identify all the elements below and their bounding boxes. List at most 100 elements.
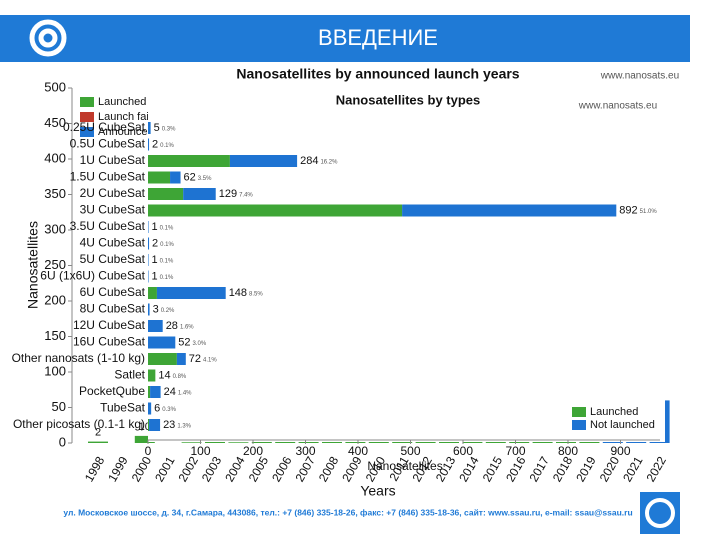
y-tick-label: 500 <box>44 79 66 94</box>
y-tick-label: 200 <box>44 292 66 307</box>
x-tick-label: 2021 <box>620 454 646 484</box>
share-label: 16.2% <box>320 160 338 166</box>
x-tick-label: 2000 <box>129 454 155 484</box>
bar <box>150 386 161 398</box>
x-tick-label: 2020 <box>597 454 623 484</box>
total-label: 148 <box>229 287 247 299</box>
share-label: 0.1% <box>160 226 174 232</box>
category-label: 16U CubeSat <box>73 335 146 349</box>
bar <box>402 204 617 217</box>
y-tick-label: 300 <box>44 221 66 236</box>
x-tick-label: 2018 <box>550 454 576 484</box>
legend-label: Launched <box>590 406 638 418</box>
legend-label: Launched <box>98 96 146 108</box>
bar <box>148 188 184 200</box>
category-label: 3U CubeSat <box>80 203 146 217</box>
x-tick-label: 0 <box>145 444 152 458</box>
category-label: 6U CubeSat <box>80 285 146 299</box>
share-label: 1.4% <box>178 391 192 397</box>
bar <box>229 155 298 167</box>
bar <box>148 254 149 266</box>
bar <box>149 419 161 431</box>
total-label: 5 <box>154 122 160 134</box>
total-label: 28 <box>166 320 178 332</box>
footer-text: ул. Московское шоссе, д. 34, г.Самара, 4… <box>63 507 632 517</box>
header-bar <box>0 15 690 62</box>
bar <box>148 237 150 250</box>
x-axis-label: Years <box>360 483 395 499</box>
y-tick-label: 150 <box>44 328 66 343</box>
category-label: 3.5U CubeSat <box>70 219 146 233</box>
x-tick-label: 900 <box>610 444 630 458</box>
bar <box>134 435 155 443</box>
overlay-background <box>148 90 665 442</box>
y-tick-label: 0 <box>59 434 66 449</box>
total-label: 23 <box>163 419 175 431</box>
share-label: 0.1% <box>160 242 174 248</box>
share-label: 0.3% <box>162 407 176 413</box>
y-axis-label: Nanosatellites <box>25 221 41 309</box>
x-tick-label: 2009 <box>339 454 365 484</box>
category-label: TubeSat <box>100 401 146 415</box>
bar <box>148 155 230 167</box>
x-tick-label: 2001 <box>152 454 178 484</box>
x-tick-label: 2016 <box>503 454 529 484</box>
bar <box>148 402 152 415</box>
bar <box>148 287 157 299</box>
total-label: 2 <box>152 138 158 150</box>
share-label: 7.4% <box>239 193 253 199</box>
x-tick-label: 2007 <box>292 454 318 484</box>
chart-title: Nanosatellites by announced launch years <box>236 66 519 82</box>
share-label: 0.1% <box>160 143 174 149</box>
x-tick-label: 700 <box>505 444 525 458</box>
bar <box>148 122 151 134</box>
y-tick-label: 450 <box>44 115 66 130</box>
y-tick-label: 50 <box>52 399 66 414</box>
legend-label: Not launched <box>590 419 655 431</box>
bar <box>148 369 156 382</box>
x-tick-label: 2008 <box>316 454 342 484</box>
bar <box>148 419 150 431</box>
share-label: 0.3% <box>162 127 176 133</box>
bar <box>148 336 176 349</box>
bar <box>148 270 149 283</box>
bar <box>183 188 216 200</box>
x-tick-label: 2006 <box>269 454 295 484</box>
legend-label: Announced <box>98 126 154 138</box>
legend-swatch <box>80 97 94 107</box>
category-label: 4U CubeSat <box>80 236 146 250</box>
footer-logo <box>640 492 680 534</box>
header-logo <box>29 19 67 57</box>
x-tick-label: 400 <box>348 444 368 458</box>
x-tick-label: 800 <box>558 444 578 458</box>
x-tick-label: 2015 <box>480 454 506 484</box>
category-label: Other nanosats (1-10 kg) <box>12 351 145 365</box>
bar <box>148 204 403 217</box>
x-tick-label: 2005 <box>246 454 272 484</box>
total-label: 284 <box>300 155 318 167</box>
x-tick-label: 100 <box>190 444 210 458</box>
x-tick-label: 500 <box>400 444 420 458</box>
category-label: 2U CubeSat <box>80 186 146 200</box>
legend-swatch <box>572 420 586 430</box>
total-label: 62 <box>184 171 196 183</box>
slide-title: ВВЕДЕНИЕ <box>318 25 438 50</box>
legend-swatch <box>572 407 586 417</box>
category-label: 0.25U CubeSat <box>63 120 146 134</box>
x-tick-label: 300 <box>295 444 315 458</box>
legend-swatch <box>80 112 94 122</box>
legend-swatch <box>80 127 94 137</box>
bar <box>148 386 151 398</box>
category-label: Satlet <box>114 368 145 382</box>
bar <box>170 171 181 184</box>
total-label: 14 <box>158 369 170 381</box>
category-label: 0.5U CubeSat <box>70 137 146 151</box>
watermark: www.nanosats.eu <box>578 101 657 112</box>
category-label: 6U (1x6U) CubeSat <box>40 269 145 283</box>
share-label: 0.2% <box>161 308 175 314</box>
total-label: 892 <box>619 204 637 216</box>
bar <box>88 441 108 443</box>
share-label: 51.0% <box>640 209 658 215</box>
share-label: 0.1% <box>160 275 174 281</box>
